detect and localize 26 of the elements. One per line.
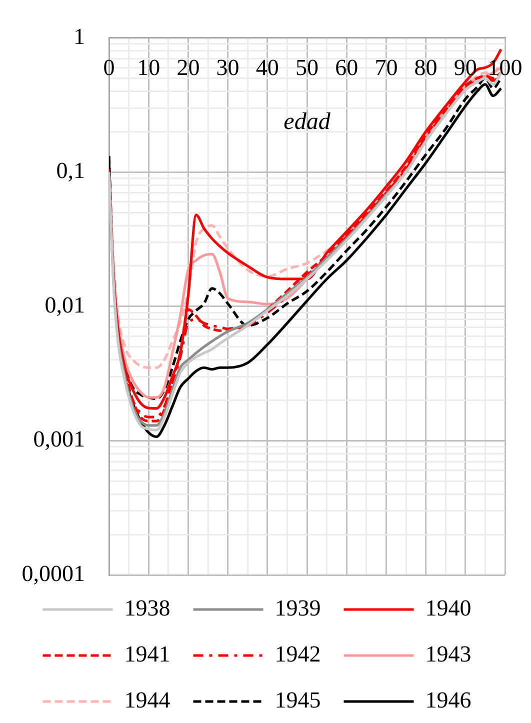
legend-label: 1941: [124, 642, 170, 667]
legend-label: 1938: [124, 596, 170, 621]
x-tick-label: 90: [454, 54, 477, 80]
x-tick-label: 100: [488, 54, 522, 80]
legend-label: 1943: [425, 642, 472, 667]
legend-label: 1944: [124, 688, 171, 713]
x-tick-label: 60: [335, 54, 358, 80]
x-axis-title: edad: [284, 109, 332, 136]
x-tick-label: 80: [414, 54, 438, 80]
legend-label: 1945: [274, 688, 321, 713]
x-tick-label: 40: [256, 54, 279, 80]
x-tick-label: 30: [216, 54, 240, 80]
legend-label: 1940: [425, 596, 472, 621]
legend-label: 1942: [274, 642, 321, 667]
x-tick-label: 50: [296, 54, 318, 80]
x-tick-label: 20: [176, 54, 200, 80]
y-tick-label: 0,001: [33, 426, 85, 452]
y-tick-label: 0,0001: [22, 561, 85, 586]
y-tick-label: 1: [74, 24, 85, 49]
x-tick-label: 10: [137, 54, 160, 80]
legend-label: 1939: [274, 596, 321, 621]
y-tick-label: 0,01: [44, 292, 85, 318]
legend-label: 1946: [425, 688, 472, 713]
x-tick-label: 0: [103, 54, 115, 80]
y-tick-label: 0,1: [56, 158, 85, 184]
x-tick-label: 70: [374, 54, 398, 80]
